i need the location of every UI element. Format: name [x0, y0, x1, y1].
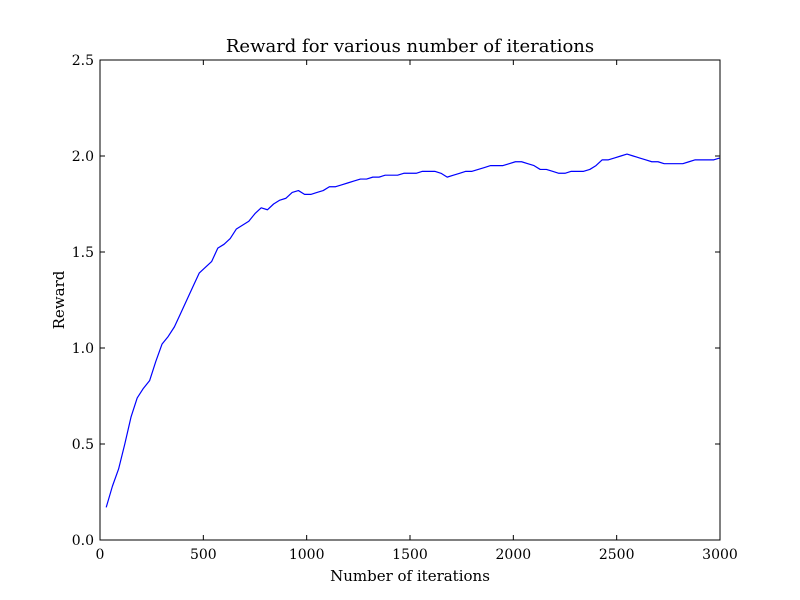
x-axis-label: Number of iterations: [330, 567, 490, 585]
x-tick-label: 500: [190, 547, 217, 563]
y-tick-label: 0.0: [72, 533, 94, 549]
x-tick-label: 1000: [289, 547, 325, 563]
plot-frame: [99, 59, 721, 541]
y-tick-label: 1.5: [72, 245, 94, 261]
x-tick-label: 2500: [599, 547, 635, 563]
y-tick-label: 0.5: [72, 437, 94, 453]
plot-background: [100, 60, 720, 540]
x-tick-label: 1500: [392, 547, 428, 563]
reward-line: [105, 153, 721, 508]
x-tick-label: 3000: [702, 547, 738, 563]
y-tick-label: 1.0: [72, 341, 94, 357]
x-axis-ticks: 0 500 1000 1500 2000 2500 3000: [96, 60, 738, 563]
x-tick-label: 0: [96, 547, 105, 563]
y-tick-label: 2.5: [72, 53, 94, 69]
chart-title: Reward for various number of iterations: [226, 36, 594, 57]
x-tick-label: 2000: [496, 547, 532, 563]
y-axis-ticks: 0.0 0.5 1.0 1.5 2.0 2.5: [72, 53, 720, 549]
y-tick-label: 2.0: [72, 149, 94, 165]
plot-area: 0 500 1000 1500 2000 2500 3000 0.0 0.5 1.0 1.5 2.0…: [72, 53, 738, 563]
y-axis-label: Reward: [50, 270, 68, 329]
